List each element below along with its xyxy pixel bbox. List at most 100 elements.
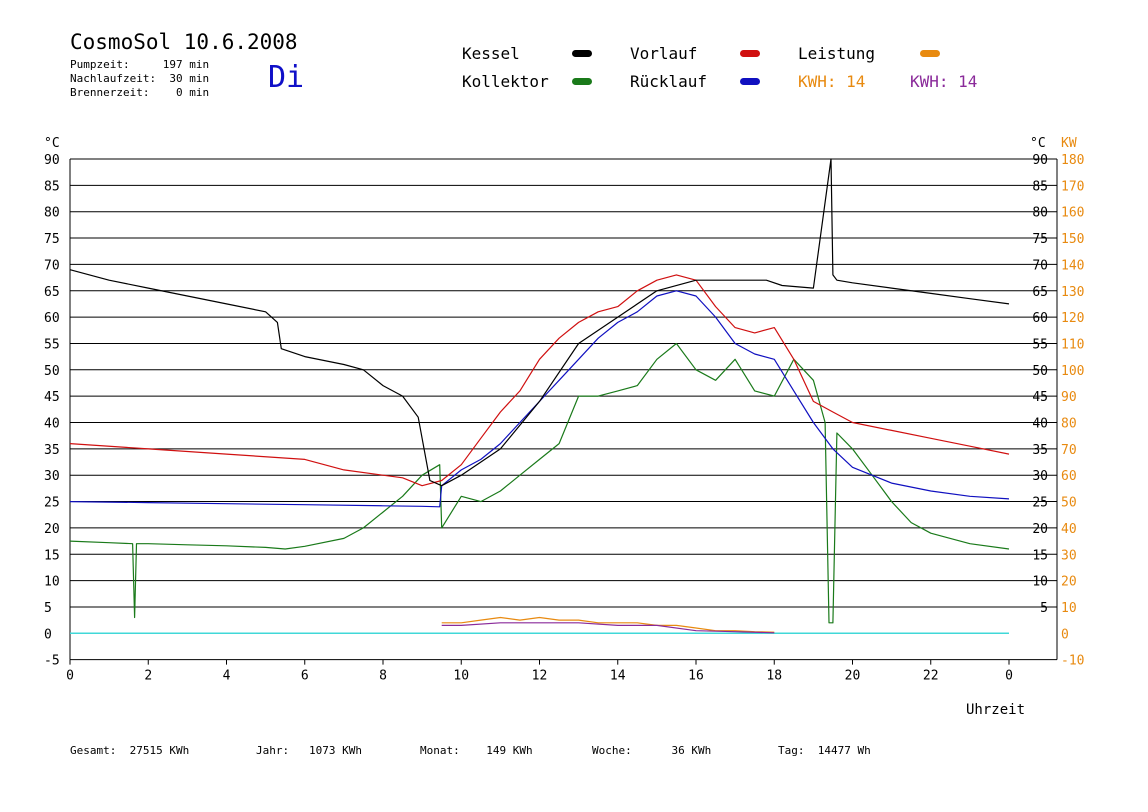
x-axis-label: Uhrzeit: [966, 702, 1025, 718]
legend-leistung-swatch: [920, 50, 940, 57]
right-y-tick-label: 5: [1040, 601, 1048, 616]
y-tick-label: 45: [44, 390, 60, 405]
power-tick-label: 50: [1061, 496, 1077, 511]
x-tick-label: 2: [144, 669, 152, 684]
y-axis-unit-right: °C: [1030, 136, 1046, 151]
legend-leistung-label: Leistung: [798, 44, 876, 63]
y-tick-label: 60: [44, 311, 60, 326]
after-run-time: Nachlaufzeit: 30 min: [70, 72, 210, 85]
y-tick-label: 35: [44, 443, 60, 458]
legend-kwh-purple: KWH: 14: [910, 72, 978, 91]
power-tick-label: 90: [1061, 390, 1077, 405]
power-tick-label: 100: [1061, 364, 1084, 379]
x-tick-label: 0: [1005, 669, 1013, 684]
legend-kwh-orange: KWH: 14: [798, 72, 866, 91]
right-y-tick-label: 25: [1032, 496, 1048, 511]
x-tick-label: 12: [532, 669, 548, 684]
y-tick-label: 15: [44, 548, 60, 563]
y-tick-label: 85: [44, 179, 60, 194]
footer-woche: Woche: 36 KWh: [592, 744, 712, 757]
right-y-tick-label: 50: [1032, 364, 1048, 379]
legend-ruecklauf-swatch: [740, 78, 760, 85]
y-tick-label: 90: [44, 153, 60, 168]
y-tick-label: 0: [44, 627, 52, 642]
x-tick-label: 4: [223, 669, 231, 684]
y-tick-label: 20: [44, 522, 60, 537]
weekday-label: Di: [268, 60, 305, 95]
x-tick-label: 14: [610, 669, 626, 684]
legend-kessel-label: Kessel: [462, 44, 520, 63]
series-kwh: [441, 622, 775, 634]
series-kessel: [69, 158, 1010, 487]
power-tick-label: 150: [1061, 232, 1084, 247]
y-tick-label: 55: [44, 337, 60, 352]
footer-monat: Monat: 149 KWh: [420, 744, 533, 757]
y-tick-label: 50: [44, 364, 60, 379]
power-axis-unit: KW: [1061, 136, 1077, 151]
power-tick-label: 140: [1061, 258, 1084, 273]
legend-kessel-swatch: [572, 50, 592, 57]
power-tick-label: 40: [1061, 522, 1077, 537]
chart-title: CosmoSol 10.6.2008: [70, 30, 298, 54]
x-tick-label: 0: [66, 669, 74, 684]
series-ruecklauf: [69, 290, 1010, 508]
right-y-tick-label: 75: [1032, 232, 1048, 247]
right-y-tick-label: 80: [1032, 206, 1048, 221]
legend-kollektor-label: Kollektor: [462, 72, 549, 91]
footer-jahr: Jahr: 1073 KWh: [256, 744, 362, 757]
right-y-tick-label: 90: [1032, 153, 1048, 168]
footer-tag: Tag: 14477 Wh: [778, 744, 871, 757]
y-tick-label: 65: [44, 285, 60, 300]
y-tick-label: 75: [44, 232, 60, 247]
x-tick-label: 8: [379, 669, 387, 684]
right-y-tick-label: 15: [1032, 548, 1048, 563]
y-tick-label: 10: [44, 575, 60, 590]
right-y-tick-label: 85: [1032, 179, 1048, 194]
power-tick-label: 170: [1061, 179, 1084, 194]
legend-vorlauf-swatch: [740, 50, 760, 57]
y-tick-label: 80: [44, 206, 60, 221]
power-tick-label: 80: [1061, 417, 1077, 432]
right-y-tick-label: 35: [1032, 443, 1048, 458]
power-tick-label: 70: [1061, 443, 1077, 458]
power-tick-label: -10: [1061, 654, 1084, 669]
x-tick-label: 16: [688, 669, 704, 684]
right-y-tick-label: 65: [1032, 285, 1048, 300]
y-tick-label: 30: [44, 469, 60, 484]
x-tick-label: 18: [766, 669, 782, 684]
series-kollektor: [69, 342, 1010, 624]
pump-time: Pumpzeit: 197 min: [70, 58, 210, 71]
power-tick-label: 20: [1061, 575, 1077, 590]
y-tick-label: 70: [44, 258, 60, 273]
right-y-tick-label: 10: [1032, 575, 1048, 590]
x-tick-label: 6: [301, 669, 309, 684]
right-y-tick-label: 40: [1032, 417, 1048, 432]
footer-gesamt: Gesamt: 27515 KWh: [70, 744, 190, 757]
right-y-tick-label: 45: [1032, 390, 1048, 405]
power-tick-label: 10: [1061, 601, 1077, 616]
series-vorlauf: [69, 274, 1010, 487]
burner-time: Brennerzeit: 0 min: [70, 86, 210, 99]
power-tick-label: 120: [1061, 311, 1084, 326]
x-tick-label: 10: [453, 669, 469, 684]
power-tick-label: 160: [1061, 206, 1084, 221]
x-tick-label: 22: [923, 669, 939, 684]
power-tick-label: 110: [1061, 337, 1084, 352]
x-tick-label: 20: [845, 669, 861, 684]
y-tick-label: 40: [44, 417, 60, 432]
legend-vorlauf-label: Vorlauf: [630, 44, 698, 63]
legend-ruecklauf-label: Rücklauf: [630, 72, 708, 91]
right-y-tick-label: 20: [1032, 522, 1048, 537]
power-tick-label: 130: [1061, 285, 1084, 300]
power-tick-label: 180: [1061, 153, 1084, 168]
y-tick-label: -5: [44, 654, 60, 669]
power-tick-label: 0: [1061, 627, 1069, 642]
power-tick-label: 60: [1061, 469, 1077, 484]
right-y-tick-label: 30: [1032, 469, 1048, 484]
right-y-tick-label: 60: [1032, 311, 1048, 326]
y-tick-label: 25: [44, 496, 60, 511]
y-axis-unit-left: °C: [44, 136, 60, 151]
y-tick-label: 5: [44, 601, 52, 616]
right-y-tick-label: 70: [1032, 258, 1048, 273]
